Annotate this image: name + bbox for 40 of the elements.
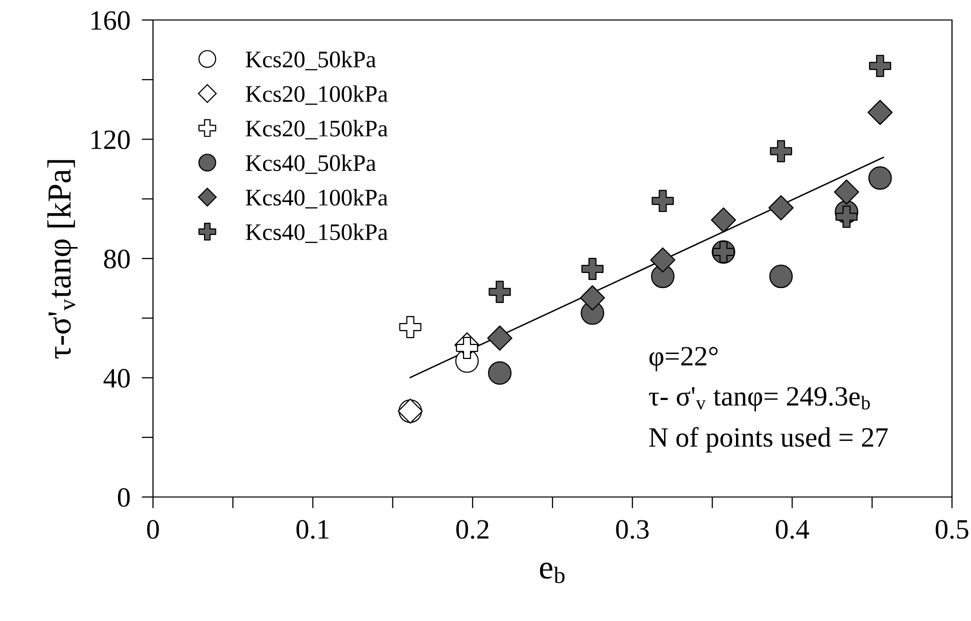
point	[769, 264, 793, 288]
legend-label: Kcs40_50kPa	[246, 154, 376, 174]
y-tick-label: 160	[92, 11, 130, 30]
x-tick-label: 0.1	[296, 520, 328, 539]
annotation: τ- σ'$_{v}$ tanφ= 249.3e$_{b}$	[648, 387, 870, 412]
x-tick-label: 0.5	[936, 520, 968, 539]
y-tick-label: 80	[104, 250, 130, 268]
x-tick-label: 0.3	[616, 520, 649, 539]
point	[581, 258, 604, 280]
legend-label: Kcs40_150kPa	[246, 224, 388, 243]
x-axis-title: e$_{b}$	[540, 562, 565, 584]
point	[488, 280, 511, 303]
y-tick-label: 120	[92, 130, 130, 150]
point	[456, 336, 478, 360]
y-axis-title: τ-σ'$_{v}$tanφ [kPa]	[47, 160, 78, 359]
legend-label: Kcs40_100kPa	[246, 189, 388, 208]
y-tick-label: 40	[104, 368, 130, 388]
point	[835, 206, 858, 228]
annotation: N of points used = 27	[649, 427, 888, 452]
point	[868, 166, 892, 190]
point	[652, 190, 674, 212]
point	[488, 361, 512, 385]
legend-label: Kcs20_100kPa	[246, 85, 388, 105]
x-tick-label: 0.2	[456, 520, 488, 539]
point	[399, 316, 422, 338]
point	[868, 100, 893, 125]
point	[770, 140, 792, 162]
y-tick-label: 0	[118, 488, 130, 507]
legend-label: Kcs20_50kPa	[246, 50, 376, 70]
point	[710, 207, 736, 233]
x-tick-label: 0.4	[776, 520, 810, 539]
point	[869, 54, 892, 77]
point	[768, 195, 794, 220]
point	[650, 247, 676, 273]
point	[487, 326, 512, 351]
legend-label: Kcs20_150kPa	[246, 120, 388, 140]
point	[834, 179, 860, 205]
x-tick-label: 0	[147, 520, 159, 539]
annotation: φ=22°	[649, 346, 718, 372]
point	[580, 285, 606, 310]
